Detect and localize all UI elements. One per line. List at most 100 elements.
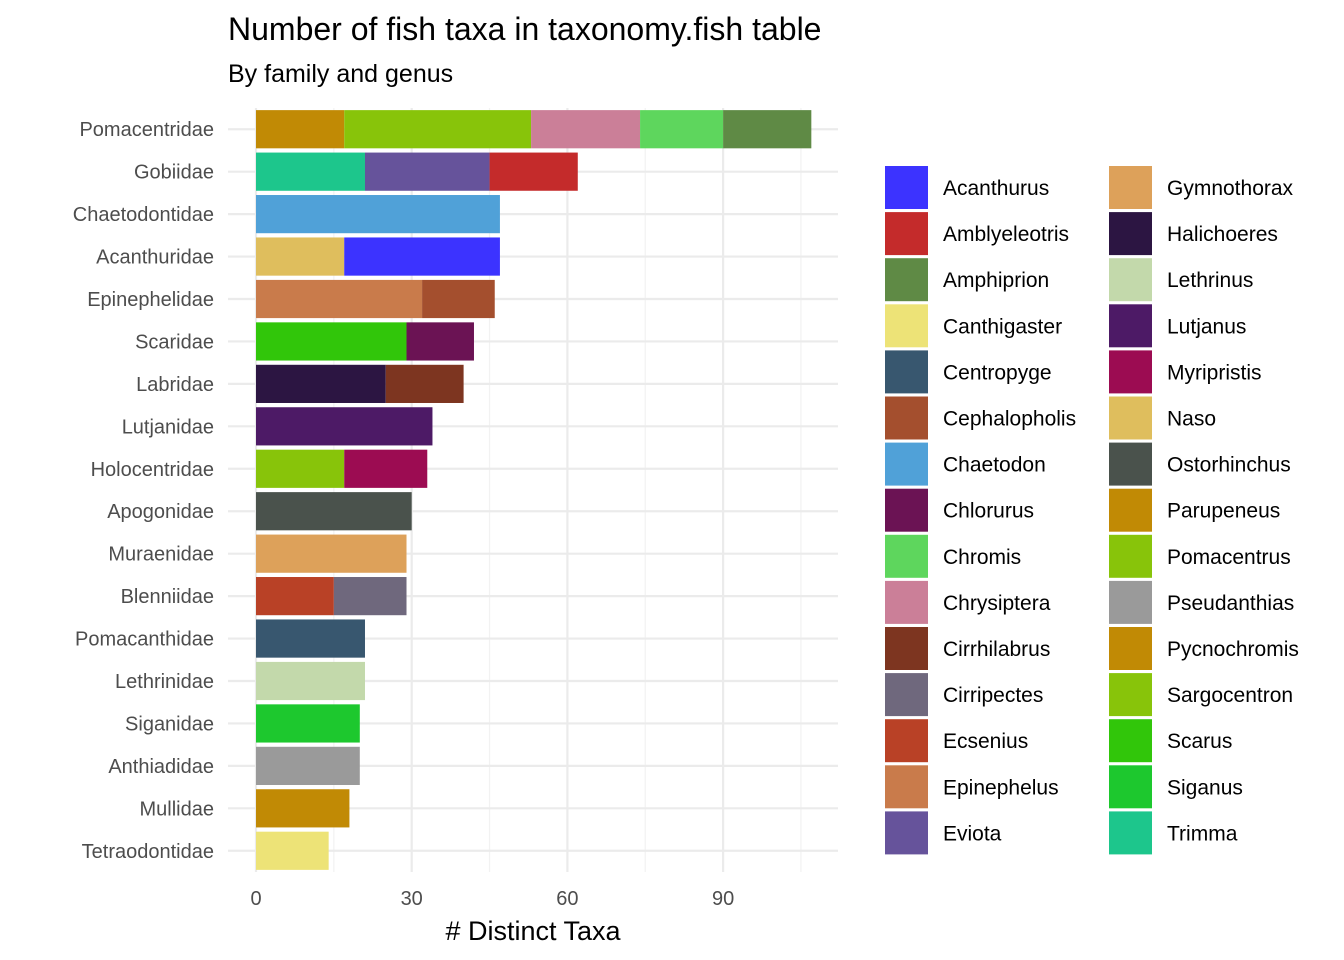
chart-title: Number of fish taxa in taxonomy.fish tab…: [228, 11, 821, 47]
legend-key-lethrinus: [1109, 258, 1152, 302]
bar-pomacentridae-pycnochromis: [256, 110, 345, 149]
y-tick-label: Tetraodontidae: [82, 841, 214, 863]
x-tick-label: 0: [250, 888, 261, 910]
bar-scaridae-chlorurus: [406, 322, 474, 361]
legend-label-chaetodon: Chaetodon: [943, 454, 1046, 477]
legend-label-ecsenius: Ecsenius: [943, 730, 1028, 753]
legend-key-naso: [1109, 396, 1152, 440]
y-tick-label: Lethrinidae: [115, 671, 214, 693]
legend-label-chrysiptera: Chrysiptera: [943, 592, 1051, 615]
legend-label-gymnothorax: Gymnothorax: [1167, 177, 1294, 200]
y-tick-label: Pomacanthidae: [75, 629, 214, 651]
bar-anthiadidae-pseudanthias: [256, 746, 360, 785]
legend-key-amphiprion: [885, 258, 928, 302]
legend-label-naso: Naso: [1167, 408, 1216, 431]
bar-pomacentridae-amphiprion: [723, 110, 812, 149]
legend-label-cephalopholis: Cephalopholis: [943, 408, 1076, 431]
legend-label-trimma: Trimma: [1167, 822, 1238, 845]
legend-key-scarus: [1109, 719, 1152, 763]
legend-key-lutjanus: [1109, 304, 1152, 348]
legend-key-pycnochromis: [1109, 627, 1152, 670]
legend-key-canthigaster: [885, 304, 928, 348]
legend-key-centropyge: [885, 350, 928, 394]
y-tick-label: Muraenidae: [108, 544, 214, 566]
legend-key-acanthurus: [885, 166, 928, 209]
y-tick-label: Blenniidae: [121, 586, 214, 608]
y-axis-ticks: Pomacentridae Gobiidae Chaetodontidae Acant…: [73, 119, 214, 863]
bar-acanthuridae-acanthurus: [344, 237, 500, 276]
bar-pomacanthidae-centropyge: [256, 619, 365, 658]
legend-key-pomacentrus: [1109, 534, 1152, 578]
legend-key-cirrhilabrus: [885, 627, 928, 670]
legend-label-chlorurus: Chlorurus: [943, 500, 1034, 523]
bar-gobiidae-trimma: [256, 152, 365, 191]
legend-label-amphiprion: Amphiprion: [943, 269, 1049, 292]
x-tick-label: 90: [712, 888, 734, 910]
legend-label-ostorhinchus: Ostorhinchus: [1167, 454, 1291, 477]
legend-label-canthigaster: Canthigaster: [943, 315, 1062, 338]
legend-key-halichoeres: [1109, 212, 1152, 256]
x-tick-label: 30: [401, 888, 423, 910]
y-tick-label: Holocentridae: [91, 459, 214, 481]
legend-key-chromis: [885, 534, 928, 578]
bar-acanthuridae-naso: [256, 237, 345, 276]
legend-label-eviota: Eviota: [943, 822, 1002, 845]
legend-key-chlorurus: [885, 488, 928, 532]
x-tick-label: 60: [556, 888, 578, 910]
bar-lutjanidae-lutjanus: [256, 407, 433, 446]
legend-key-parupeneus: [1109, 488, 1152, 532]
bar-epinephelidae-cephalopholis: [422, 279, 495, 319]
legend-key-pseudanthias: [1109, 580, 1152, 624]
bar-tetraodontidae-canthigaster: [256, 831, 329, 870]
bar-pomacentridae-chromis: [640, 110, 724, 149]
legend-label-halichoeres: Halichoeres: [1167, 223, 1278, 246]
legend: Acanthurus Amblyeleotris Amphiprion Canthig…: [885, 166, 1299, 855]
legend-key-cirripectes: [885, 673, 928, 717]
legend-key-trimma: [1109, 811, 1152, 855]
legend-label-amblyeleotris: Amblyeleotris: [943, 223, 1069, 246]
bar-blenniidae-ecsenius: [256, 577, 334, 616]
y-tick-label: Lutjanidae: [122, 416, 214, 438]
legend-label-sargocentron: Sargocentron: [1167, 684, 1293, 707]
y-tick-label: Gobiidae: [134, 162, 214, 184]
legend-key-sargocentron: [1109, 673, 1152, 717]
legend-key-epinephelus: [885, 765, 928, 809]
legend-label-epinephelus: Epinephelus: [943, 776, 1059, 799]
y-tick-label: Scaridae: [135, 331, 214, 353]
bar-siganidae-siganus: [256, 704, 360, 743]
bar-pomacentridae-chrysiptera: [531, 110, 641, 149]
bar-labridae-halichoeres: [256, 364, 386, 403]
bar-mullidae-parupeneus: [256, 789, 350, 828]
legend-label-chromis: Chromis: [943, 546, 1021, 569]
legend-label-parupeneus: Parupeneus: [1167, 500, 1280, 523]
y-tick-label: Epinephelidae: [87, 289, 214, 311]
y-tick-label: Anthiadidae: [108, 756, 214, 778]
legend-key-amblyeleotris: [885, 212, 928, 256]
x-axis-ticks: 0 30 60 90: [250, 888, 734, 910]
bar-labridae-cirrhilabrus: [385, 364, 464, 403]
legend-label-myripristis: Myripristis: [1167, 361, 1262, 384]
bar-scaridae-scarus: [256, 322, 407, 361]
legend-label-pomacentrus: Pomacentrus: [1167, 546, 1291, 569]
bar-blenniidae-cirripectes: [333, 577, 407, 616]
legend-label-lutjanus: Lutjanus: [1167, 315, 1246, 338]
bar-gobiidae-eviota: [364, 152, 490, 191]
bar-muraenidae-gymnothorax: [256, 534, 407, 573]
y-tick-label: Mullidae: [140, 798, 214, 820]
bar-pomacentridae-pomacentrus: [344, 110, 532, 149]
bar-epinephelidae-epinephelus: [256, 279, 423, 319]
legend-label-lethrinus: Lethrinus: [1167, 269, 1253, 292]
x-axis-label: # Distinct Taxa: [445, 916, 621, 946]
legend-label-siganus: Siganus: [1167, 776, 1243, 799]
bars: [256, 110, 812, 870]
bar-chaetodontidae-chaetodon: [256, 195, 500, 234]
y-tick-label: Chaetodontidae: [73, 204, 214, 226]
bar-holocentridae-myripristis: [344, 449, 428, 488]
legend-label-pycnochromis: Pycnochromis: [1167, 638, 1299, 661]
legend-label-centropyge: Centropyge: [943, 361, 1052, 384]
y-tick-label: Labridae: [136, 374, 214, 396]
legend-key-siganus: [1109, 765, 1152, 809]
legend-label-cirrhilabrus: Cirrhilabrus: [943, 638, 1050, 661]
chart-subtitle: By family and genus: [228, 60, 453, 88]
